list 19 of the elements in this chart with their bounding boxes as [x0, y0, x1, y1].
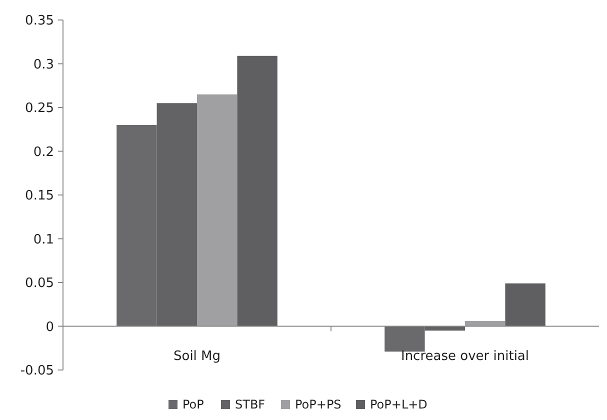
bar: [465, 321, 506, 326]
y-tick-label: 0.15: [25, 188, 54, 204]
bar: [197, 94, 238, 326]
legend-label: PoP: [182, 398, 204, 412]
y-tick-label: 0.2: [33, 144, 54, 160]
legend-label: PoP+PS: [295, 398, 342, 412]
y-tick-label: 0: [46, 320, 54, 335]
bar: [237, 56, 278, 326]
legend-label: STBF: [235, 398, 266, 412]
y-tick-label: 0.3: [33, 57, 54, 72]
legend-label: PoP+L+D: [370, 398, 428, 412]
bar: [505, 283, 546, 326]
y-tick-label: -0.05: [20, 364, 54, 379]
y-tick-label: 0.1: [33, 232, 54, 248]
x-tick-label: Increase over initial: [400, 349, 530, 364]
y-tick-label: 0.35: [25, 14, 54, 29]
y-tick-label: 0.25: [25, 101, 54, 116]
y-tick-label: 0.05: [25, 276, 54, 292]
x-tick-label: Soil Mg: [173, 349, 221, 364]
